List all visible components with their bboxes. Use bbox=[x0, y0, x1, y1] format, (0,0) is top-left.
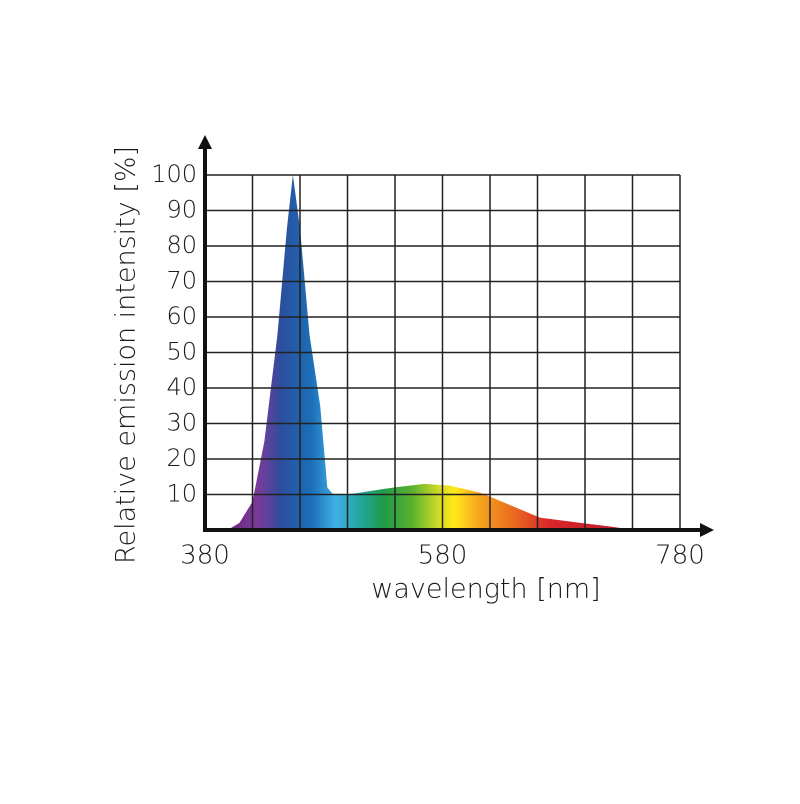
y-tick-label: 60 bbox=[166, 302, 197, 330]
y-axis-label: Relative emission intensity [%] bbox=[111, 146, 142, 564]
y-tick-label: 70 bbox=[166, 267, 197, 295]
x-tick-label: 580 bbox=[418, 541, 468, 571]
x-axis-label: wavelength [nm] bbox=[371, 574, 600, 605]
y-tick-label: 40 bbox=[166, 373, 197, 401]
y-tick-label: 100 bbox=[151, 160, 197, 188]
y-axis-arrow bbox=[198, 135, 212, 149]
x-tick-label: 380 bbox=[180, 541, 230, 571]
y-tick-label: 80 bbox=[166, 231, 197, 259]
x-axis-arrow bbox=[700, 523, 714, 537]
x-tick-label: 780 bbox=[655, 541, 705, 571]
y-tick-label: 10 bbox=[166, 480, 197, 508]
y-tick-label: 30 bbox=[166, 409, 197, 437]
y-tick-label: 50 bbox=[166, 338, 197, 366]
y-tick-label: 90 bbox=[166, 196, 197, 224]
y-tick-label: 20 bbox=[166, 444, 197, 472]
